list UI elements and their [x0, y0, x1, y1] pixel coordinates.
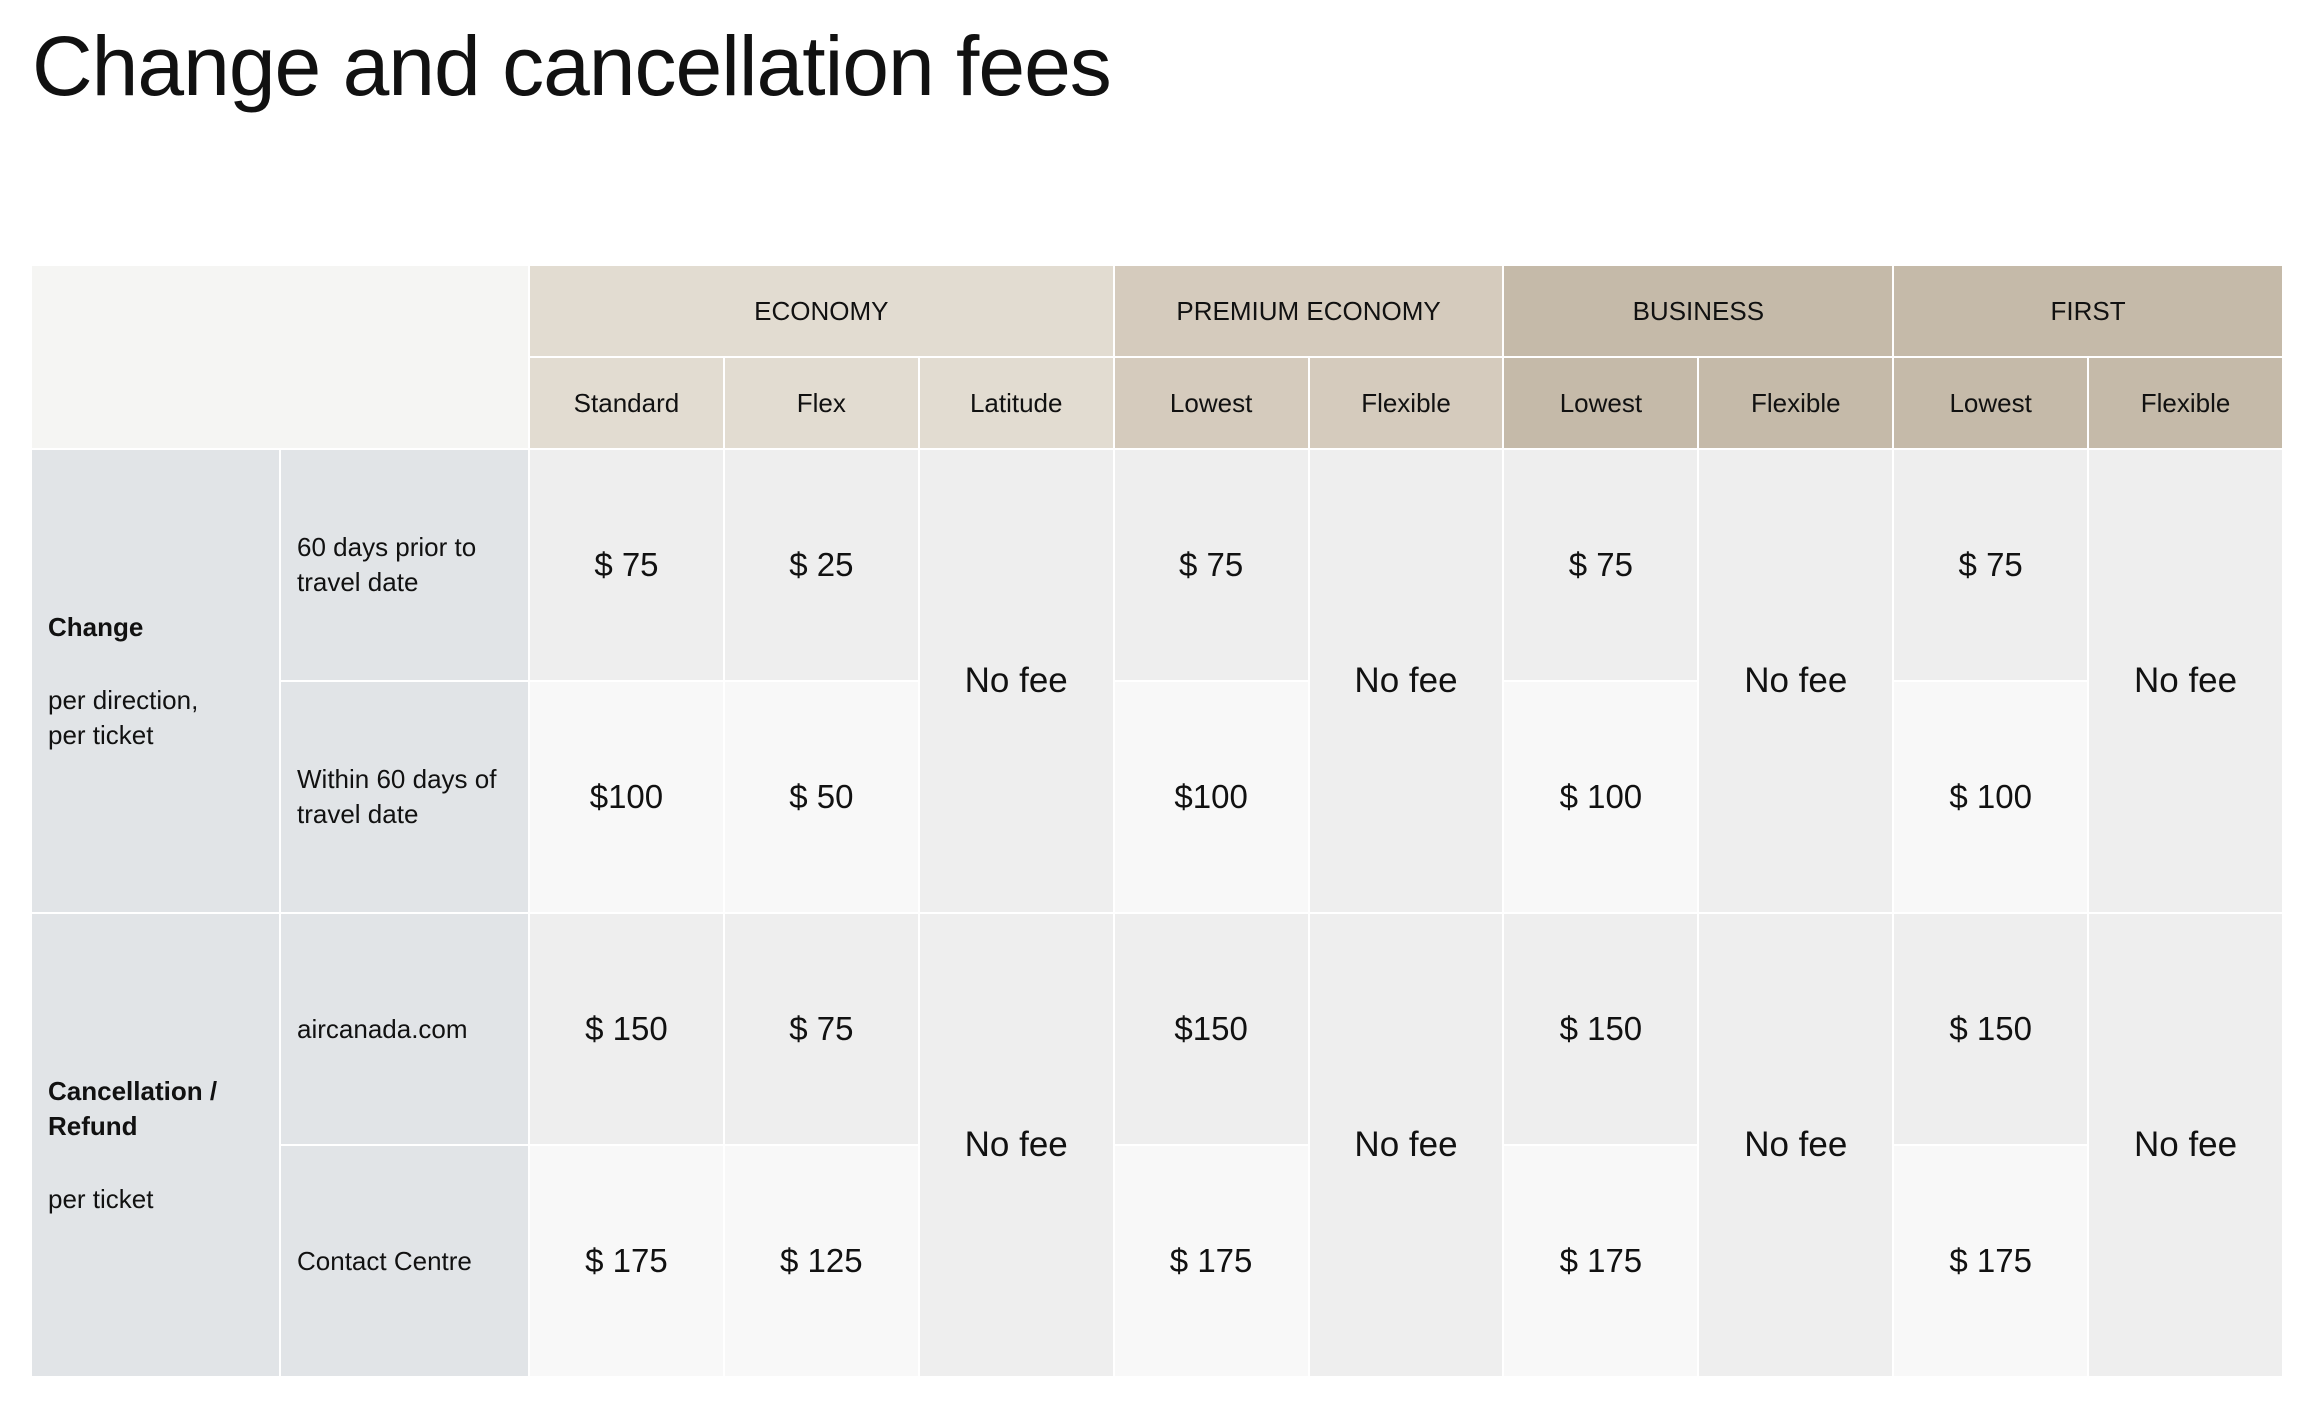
fare-header: Standard	[530, 358, 723, 448]
no-fee-cell: No fee	[1699, 914, 1893, 1376]
fare-header: Flexible	[1699, 358, 1893, 448]
cabin-header-first: FIRST	[1894, 266, 2282, 356]
cabin-header-business: BUSINESS	[1504, 266, 1893, 356]
fee-cell: $100	[1114, 682, 1308, 912]
no-fee-cell: No fee	[919, 450, 1113, 912]
group-label-cancellation: Cancellation / Refund per ticket	[32, 914, 279, 1376]
fare-header: Latitude	[919, 358, 1113, 448]
no-fee-cell: No fee	[1309, 914, 1503, 1376]
no-fee-cell: No fee	[919, 914, 1113, 1376]
page-title: Change and cancellation fees	[32, 19, 1112, 113]
fee-cell: $ 175	[1114, 1146, 1308, 1376]
fee-cell: $ 75	[724, 914, 918, 1144]
fee-cell: $ 75	[1114, 450, 1308, 680]
fee-cell: $ 75	[1504, 450, 1698, 680]
fee-cell: $ 150	[1894, 914, 2088, 1144]
fee-cell: $ 25	[724, 450, 918, 680]
fee-cell: $ 150	[530, 914, 723, 1144]
fee-cell: $ 125	[724, 1146, 918, 1376]
group-subtitle: per direction, per ticket	[48, 684, 199, 750]
no-fee-cell: No fee	[2089, 450, 2282, 912]
cabin-header-premium-economy: PREMIUM ECONOMY	[1114, 266, 1503, 356]
group-subtitle: per ticket	[48, 1183, 154, 1214]
fee-cell: $ 175	[530, 1146, 723, 1376]
fee-cell: $150	[1114, 914, 1308, 1144]
fee-cell: $ 75	[1894, 450, 2088, 680]
fee-cell: $ 150	[1504, 914, 1698, 1144]
fee-cell: $100	[530, 682, 723, 912]
fare-header: Flex	[724, 358, 918, 448]
row-label: Contact Centre	[281, 1146, 528, 1376]
fees-table: ECONOMY PREMIUM ECONOMY BUSINESS FIRST S…	[32, 266, 2282, 1376]
fee-cell: $ 50	[724, 682, 918, 912]
group-label-change: Change per direction, per ticket	[32, 450, 279, 912]
no-fee-cell: No fee	[1309, 450, 1503, 912]
no-fee-cell: No fee	[1699, 450, 1893, 912]
fee-cell: $ 100	[1504, 682, 1698, 912]
table-corner	[32, 266, 528, 448]
fare-header: Lowest	[1114, 358, 1308, 448]
group-title: Cancellation / Refund	[48, 1075, 218, 1141]
fare-header: Flexible	[2089, 358, 2282, 448]
fare-header: Lowest	[1504, 358, 1698, 448]
row-label: Within 60 days of travel date	[281, 682, 528, 912]
cabin-header-economy: ECONOMY	[530, 266, 1113, 356]
row-label: aircanada.com	[281, 914, 528, 1144]
row-label: 60 days prior to travel date	[281, 450, 528, 680]
fee-cell: $ 175	[1504, 1146, 1698, 1376]
no-fee-cell: No fee	[2089, 914, 2282, 1376]
fare-header: Flexible	[1309, 358, 1503, 448]
fee-cell: $ 100	[1894, 682, 2088, 912]
fee-cell: $ 175	[1894, 1146, 2088, 1376]
group-title: Change	[48, 611, 144, 642]
fare-header: Lowest	[1894, 358, 2088, 448]
fee-cell: $ 75	[530, 450, 723, 680]
